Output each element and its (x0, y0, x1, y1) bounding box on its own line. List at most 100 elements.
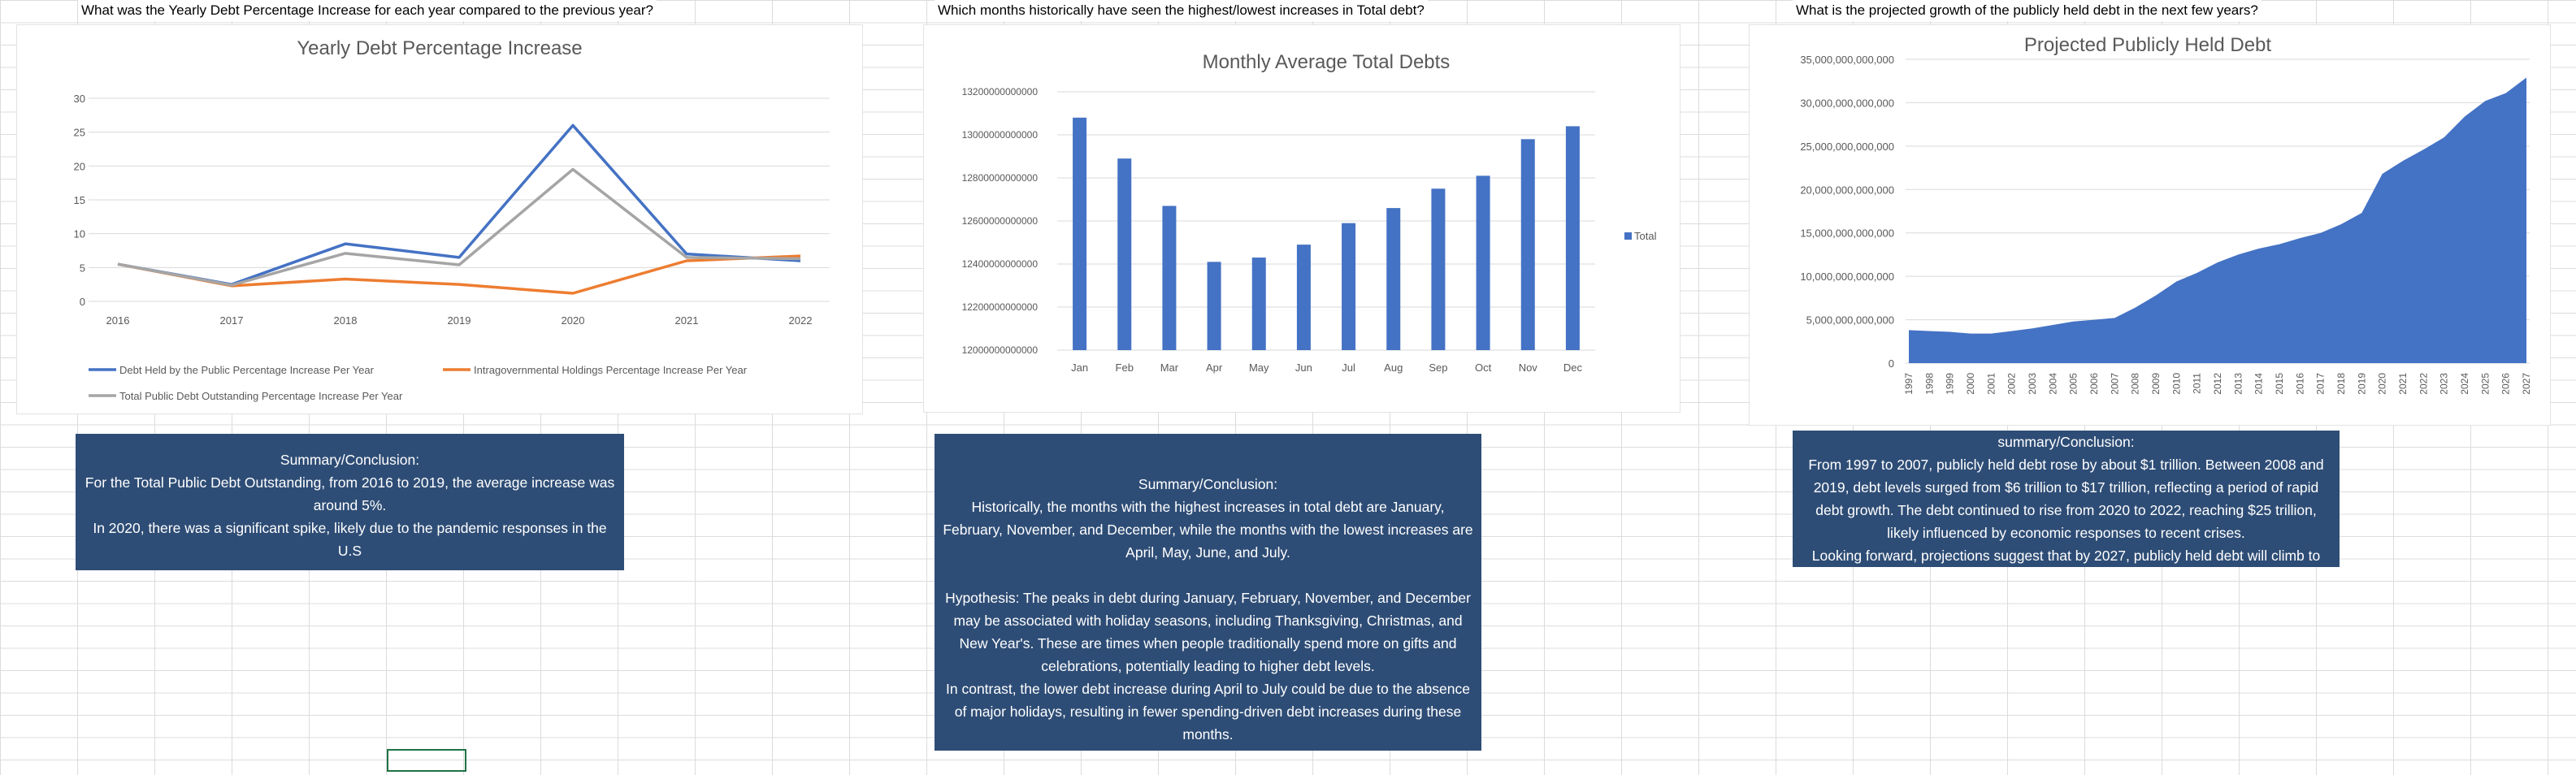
x-tick-label: 2022 (789, 314, 813, 327)
legend-swatch (1624, 232, 1632, 240)
y-tick-label: 13000000000000 (962, 129, 1039, 141)
yearly-debt-line-chart[interactable]: Yearly Debt Percentage Increase 0 5 10 15 20 2… (16, 24, 863, 414)
x-tick-label: 2023 (2439, 373, 2450, 395)
legend-label: Debt Held by the Public Percentage Incre… (119, 364, 375, 376)
bar (1431, 188, 1446, 350)
x-tick-label: 2002 (2006, 373, 2018, 395)
x-tick-label: 2024 (2459, 373, 2470, 395)
question-monthly-debt: Which months historically have seen the … (935, 0, 1428, 21)
y-tick-label: 25 (74, 127, 85, 139)
x-tick-label: 2004 (2047, 373, 2058, 395)
bar (1073, 117, 1087, 351)
x-tick-label: Nov (1519, 362, 1538, 374)
y-tick-label: 12600000000000 (962, 215, 1039, 227)
y-tick-label: 13200000000000 (962, 86, 1039, 97)
question-yearly-debt: What was the Yearly Debt Percentage Incr… (78, 0, 657, 21)
summary-box-monthly[interactable]: Summary/Conclusion: Historically, the mo… (935, 434, 1481, 751)
x-tick-label: Apr (1206, 362, 1223, 374)
bar (1476, 175, 1490, 350)
y-tick-label: 30 (74, 93, 85, 105)
x-tick-label: 2017 (2315, 373, 2327, 395)
x-tick-label: Oct (1475, 362, 1492, 374)
y-tick-label: 0 (1889, 357, 1894, 370)
y-tick-label: 5,000,000,000,000 (1806, 314, 1894, 327)
x-tick-label: 2017 (220, 314, 244, 327)
series-line (117, 167, 801, 287)
x-tick-label: 2009 (2150, 373, 2162, 395)
y-tick-label: 12800000000000 (962, 172, 1039, 184)
x-tick-label: 2000 (1965, 373, 1976, 395)
summary-box-yearly[interactable]: Summary/Conclusion: For the Total Public… (76, 434, 624, 570)
x-tick-label: 2018 (334, 314, 358, 327)
y-tick-label: 15 (74, 194, 85, 206)
y-tick-label: 5 (80, 262, 85, 274)
bar (1207, 262, 1221, 350)
y-tick-label: 15,000,000,000,000 (1800, 227, 1894, 240)
x-tick-label: 2020 (562, 314, 585, 327)
x-tick-label: 1999 (1945, 373, 1956, 395)
chart-title: Projected Publicly Held Debt (2024, 34, 2271, 56)
x-tick-label: Aug (1384, 362, 1403, 374)
x-tick-label: Sep (1429, 362, 1447, 374)
x-tick-label: 2001 (1985, 373, 1997, 395)
area-series (1909, 77, 2526, 363)
x-tick-label: 2003 (2027, 373, 2038, 395)
y-tick-label: 10 (74, 228, 85, 240)
x-tick-label: 2010 (2171, 373, 2182, 395)
x-tick-label: Jun (1295, 362, 1312, 374)
x-tick-label: May (1249, 362, 1269, 374)
question-projected-debt: What is the projected growth of the publ… (1793, 0, 2262, 21)
x-tick-label: 1997 (1903, 373, 1915, 395)
summary-box-projected[interactable]: summary/Conclusion: From 1997 to 2007, p… (1793, 431, 2340, 567)
x-tick-label: 2013 (2232, 373, 2244, 395)
x-tick-label: Jan (1071, 362, 1088, 374)
x-tick-label: 2021 (2397, 373, 2409, 395)
monthly-debt-bar-chart-svg: Monthly Average Total Debts 1200000000000… (962, 51, 1657, 374)
bar (1386, 208, 1401, 350)
x-tick-label: 2025 (2479, 373, 2491, 395)
y-tick-label: 12400000000000 (962, 258, 1039, 270)
x-tick-label: 2020 (2377, 373, 2388, 395)
selected-cell[interactable] (387, 749, 466, 772)
x-tick-label: 2022 (2418, 373, 2429, 395)
x-tick-label: 2008 (2130, 373, 2141, 395)
x-tick-label: 2011 (2192, 373, 2203, 394)
x-tick-label: Jul (1342, 362, 1355, 374)
bar (1251, 258, 1266, 350)
bar (1342, 223, 1356, 350)
y-tick-label: 10,000,000,000,000 (1800, 271, 1894, 283)
x-tick-label: 2007 (2109, 373, 2120, 395)
x-tick-label: 2027 (2521, 373, 2532, 395)
x-tick-label: 2019 (2356, 373, 2367, 395)
x-tick-label: 2016 (2294, 373, 2305, 395)
monthly-debt-bar-chart[interactable]: Monthly Average Total Debts 1200000000000… (923, 24, 1680, 413)
yearly-debt-line-chart-svg: Yearly Debt Percentage Increase 0 5 10 15 202… (74, 37, 830, 402)
y-tick-label: 12000000000000 (962, 344, 1039, 356)
chart-title: Yearly Debt Percentage Increase (297, 37, 582, 59)
x-tick-label: 2018 (2335, 373, 2347, 395)
x-tick-label: 2016 (106, 314, 130, 327)
x-tick-label: Dec (1563, 362, 1583, 374)
x-tick-label: 2012 (2212, 373, 2223, 395)
y-tick-label: 25,000,000,000,000 (1800, 141, 1894, 153)
x-tick-label: Mar (1160, 362, 1179, 374)
y-tick-label: 20,000,000,000,000 (1800, 184, 1894, 196)
projected-debt-area-chart-svg: Projected Publicly Held Debt 0 5,000,000,0… (1800, 34, 2532, 395)
y-tick-label: 12200000000000 (962, 301, 1039, 313)
legend-label: Intragovernmental Holdings Percentage In… (474, 364, 748, 376)
x-tick-label: 2005 (2068, 373, 2079, 395)
bar (1162, 206, 1177, 350)
y-tick-label: 0 (80, 296, 85, 308)
x-tick-label: 2006 (2088, 373, 2100, 395)
x-tick-label: 2014 (2253, 373, 2265, 395)
x-tick-label: 2019 (448, 314, 471, 327)
bar (1117, 158, 1132, 350)
x-tick-label: 2021 (675, 314, 699, 327)
x-tick-label: 2026 (2500, 373, 2512, 395)
bar (1296, 245, 1311, 350)
x-tick-label: 2015 (2274, 373, 2285, 395)
chart-title: Monthly Average Total Debts (1203, 51, 1451, 73)
bar (1520, 139, 1535, 351)
projected-debt-area-chart[interactable]: Projected Publicly Held Debt 0 5,000,000,0… (1749, 24, 2551, 426)
x-tick-label: 1998 (1923, 373, 1935, 395)
